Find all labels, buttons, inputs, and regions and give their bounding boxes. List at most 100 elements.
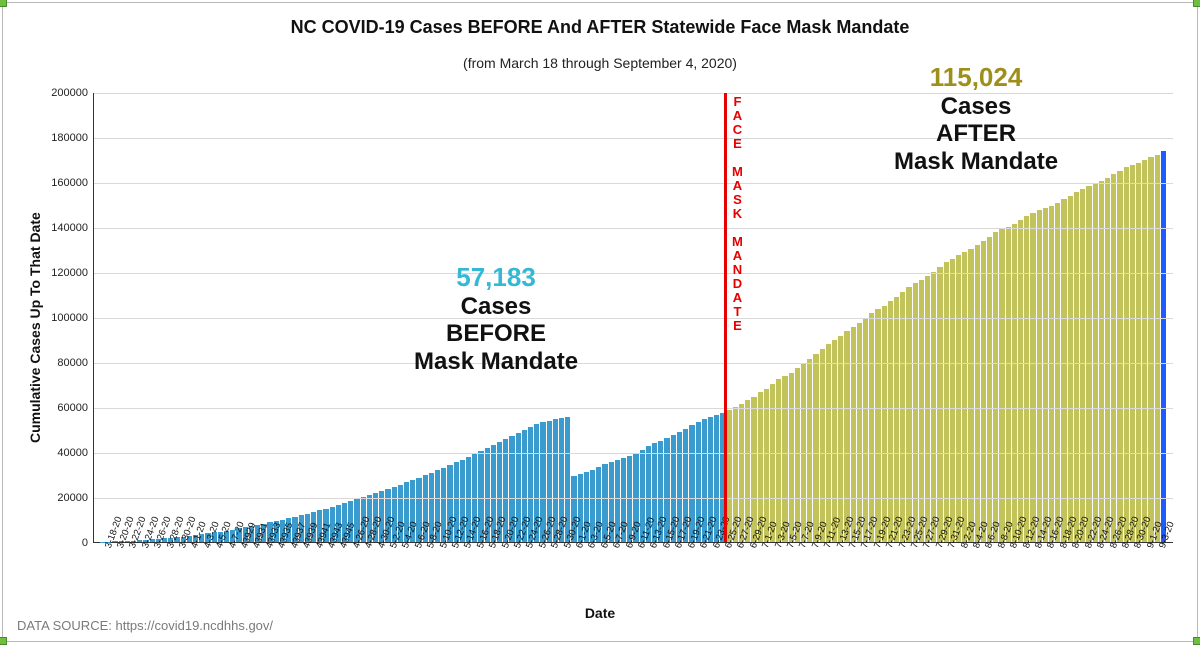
x-tick-slot: [962, 542, 967, 594]
x-tick-slot: [404, 542, 409, 594]
x-tick-slot: 7-23-20: [894, 542, 899, 594]
x-tick-slot: 3-26-20: [150, 542, 155, 594]
x-tick-slot: [1024, 542, 1029, 594]
bar: [1105, 178, 1110, 542]
data-source: DATA SOURCE: https://covid19.ncdhhs.gov/: [17, 618, 273, 633]
x-tick-slot: [801, 542, 806, 594]
x-tick-slot: 4-7-20: [224, 542, 229, 594]
x-tick-slot: [689, 542, 694, 594]
x-tick-slot: [528, 542, 533, 594]
x-tick-slot: 6-15-20: [658, 542, 663, 594]
x-tick-slot: 9-3-20: [1155, 542, 1160, 594]
bar: [913, 283, 918, 542]
y-tick-label: 60000: [57, 402, 94, 414]
x-tick-slot: [292, 542, 297, 594]
bar: [931, 272, 936, 542]
x-tick-slot: [578, 542, 583, 594]
x-tick-slot: 43931: [249, 542, 254, 594]
y-tick-label: 20000: [57, 492, 94, 504]
x-tick-slot: [441, 542, 446, 594]
x-tick-slot: [1037, 542, 1042, 594]
bar: [1080, 189, 1085, 542]
bar: [832, 340, 837, 542]
x-tick-slot: [280, 542, 285, 594]
x-tick-slot: [925, 542, 930, 594]
x-tick-slot: [1161, 542, 1166, 594]
annotation-after-line: Mask Mandate: [894, 148, 1058, 176]
x-tick-slot: [751, 542, 756, 594]
gridline: [94, 408, 1173, 409]
x-tick-slot: [454, 542, 459, 594]
x-tick-slot: 8-2-20: [956, 542, 961, 594]
x-tick-slot: [1111, 542, 1116, 594]
x-tick-slot: [516, 542, 521, 594]
bar: [1074, 192, 1079, 542]
x-tick-slot: 43941: [311, 542, 316, 594]
x-tick-slot: 6-25-20: [720, 542, 725, 594]
x-tick-slot: 8-4-20: [968, 542, 973, 594]
y-tick-label: 0: [82, 537, 94, 549]
x-tick-slot: [317, 542, 322, 594]
bar: [1155, 155, 1160, 542]
x-tick-slot: 9-1-20: [1142, 542, 1147, 594]
x-tick-slot: 6-23-20: [708, 542, 713, 594]
x-tick-slot: 7-1-20: [758, 542, 763, 594]
gridline: [94, 498, 1173, 499]
x-axis-ticks: 3-18-203-20-203-22-203-24-203-26-203-28-…: [100, 542, 1167, 594]
x-tick-slot: [875, 542, 880, 594]
x-tick-slot: [367, 542, 372, 594]
annotation-before-line: Cases: [414, 293, 578, 321]
x-tick-slot: [739, 542, 744, 594]
x-tick-slot: [429, 542, 434, 594]
x-tick-slot: [243, 542, 248, 594]
x-tick-slot: [987, 542, 992, 594]
x-tick-slot: 5-20-20: [497, 542, 502, 594]
x-tick-slot: [342, 542, 347, 594]
x-tick-slot: [267, 542, 272, 594]
x-tick-slot: 7-21-20: [882, 542, 887, 594]
x-tick-slot: [664, 542, 669, 594]
gridline: [94, 363, 1173, 364]
x-tick-slot: [1012, 542, 1017, 594]
x-tick-slot: [131, 542, 136, 594]
y-tick-label: 160000: [51, 177, 94, 189]
x-tick-slot: 8-16-20: [1043, 542, 1048, 594]
x-tick-slot: [615, 542, 620, 594]
y-tick-label: 180000: [51, 132, 94, 144]
resize-handle[interactable]: [0, 0, 7, 7]
y-tick-label: 100000: [51, 312, 94, 324]
bar: [863, 318, 868, 542]
x-tick-slot: [813, 542, 818, 594]
x-tick-slot: 5-8-20: [423, 542, 428, 594]
x-tick-slot: 8-22-20: [1080, 542, 1085, 594]
x-tick-slot: 7-15-20: [844, 542, 849, 594]
x-tick-slot: 6-11-20: [633, 542, 638, 594]
x-tick-slot: 8-18-20: [1055, 542, 1060, 594]
x-tick-slot: [1099, 542, 1104, 594]
x-tick-slot: 8-10-20: [1006, 542, 1011, 594]
x-tick-slot: [999, 542, 1004, 594]
x-tick-slot: 7-31-20: [944, 542, 949, 594]
x-tick-slot: 6-3-20: [584, 542, 589, 594]
x-tick-slot: [950, 542, 955, 594]
x-tick-slot: 8-30-20: [1130, 542, 1135, 594]
bar: [795, 368, 800, 542]
x-tick-slot: [205, 542, 210, 594]
x-tick-slot: 6-9-20: [621, 542, 626, 594]
x-tick-slot: 6-1-20: [571, 542, 576, 594]
x-tick-slot: [1136, 542, 1141, 594]
x-tick-slot: 43929: [236, 542, 241, 594]
x-tick-slot: [119, 542, 124, 594]
bar: [1148, 157, 1153, 542]
x-tick-slot: 5-22-20: [509, 542, 514, 594]
x-tick-slot: 3-24-20: [137, 542, 142, 594]
x-tick-slot: [590, 542, 595, 594]
bar: [820, 349, 825, 542]
resize-handle[interactable]: [1193, 0, 1200, 7]
annotation-before-number: 57,183: [414, 263, 578, 293]
x-tick-slot: 6-19-20: [683, 542, 688, 594]
bar: [838, 336, 843, 542]
x-tick-slot: [392, 542, 397, 594]
x-tick-slot: [900, 542, 905, 594]
gridline: [94, 228, 1173, 229]
